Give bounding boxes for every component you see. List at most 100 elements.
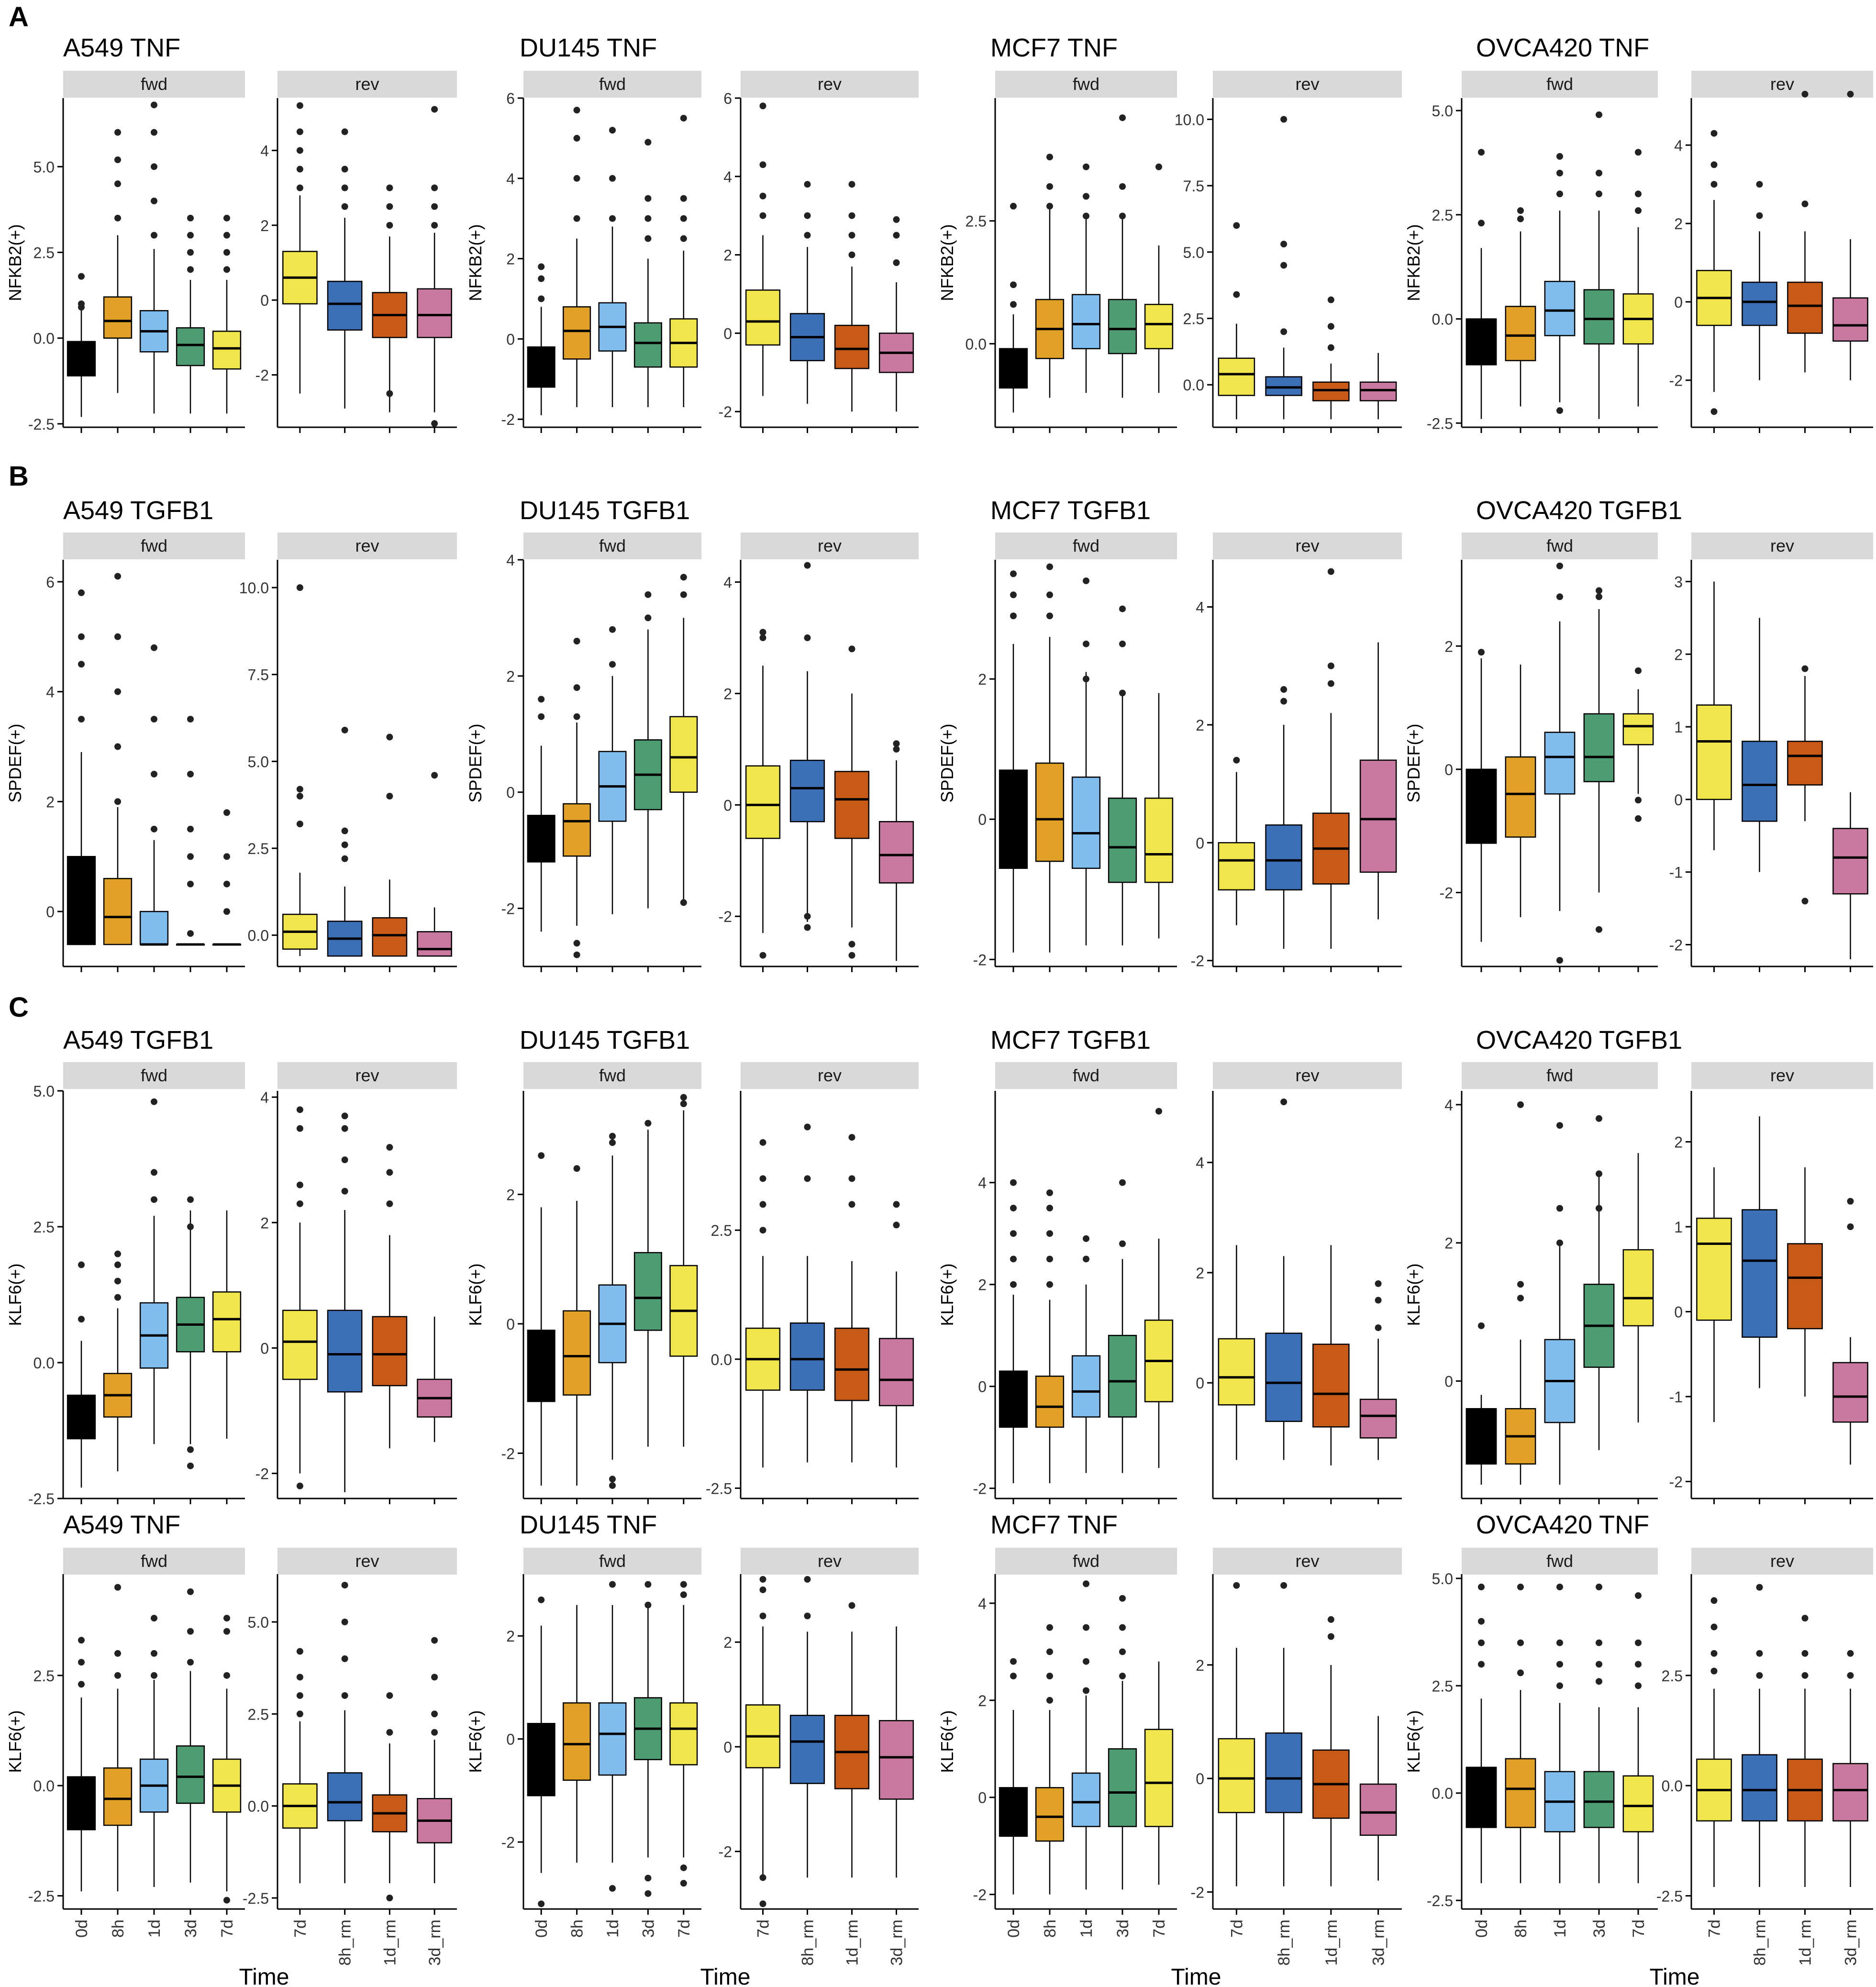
outlier-point (1083, 676, 1089, 683)
outlier-point (759, 1175, 766, 1182)
box-3d (633, 591, 662, 909)
outlier-point (893, 745, 900, 753)
outlier-point (341, 1655, 348, 1662)
box-0d (999, 1658, 1028, 1895)
outlier-point (1233, 1582, 1240, 1589)
outlier-point (1046, 1189, 1053, 1196)
facet-strip-label: rev (1295, 74, 1319, 94)
outlier-point (151, 129, 157, 136)
y-tick-label: 4 (1444, 1097, 1453, 1114)
x-tick-label: 8h_rm (336, 1920, 355, 1965)
outlier-point (1327, 680, 1334, 687)
outlier-point (1756, 181, 1763, 188)
outlier-point (151, 1615, 157, 1622)
facet-strip-label: rev (1770, 74, 1794, 94)
y-tick-label: 10.0 (1175, 111, 1204, 128)
box-1d (1071, 163, 1101, 393)
outlier-point (1233, 756, 1240, 764)
outlier-point (1847, 1198, 1854, 1205)
box-3d_rm (878, 1201, 914, 1468)
outlier-point (1596, 587, 1602, 594)
box-7d (212, 809, 242, 946)
box-3d_rm (1359, 1716, 1397, 1881)
outlier-point (848, 941, 855, 948)
box-8h_rm (327, 128, 363, 409)
box-body (633, 1252, 662, 1331)
y-tick-label: 5.0 (33, 1083, 55, 1100)
outlier-point (1596, 593, 1602, 600)
outlier-point (1119, 1179, 1126, 1186)
y-tick-label: 1 (1674, 719, 1683, 736)
box-body (1622, 1249, 1654, 1327)
box-3d (1583, 587, 1615, 933)
outlier-point (151, 232, 157, 239)
outlier-point (386, 793, 393, 800)
box-8h (103, 573, 133, 945)
y-axis-title: KLF6(+) (5, 1263, 25, 1326)
y-tick-label: 2.5 (33, 244, 55, 262)
box-1d_rm (834, 1602, 870, 1878)
y-tick-label: 2.5 (1183, 311, 1204, 328)
outlier-point (78, 1659, 85, 1666)
x-tick-label: 0d (1473, 1920, 1491, 1938)
x-tick-label: 8h_rm (799, 1920, 817, 1965)
outlier-point (609, 127, 616, 134)
outlier-point (431, 184, 438, 191)
outlier-point (893, 232, 900, 239)
y-axis-title: KLF6(+) (5, 1710, 25, 1773)
outlier-point (1556, 153, 1563, 160)
x-axis-title: Time (1650, 1965, 1700, 1987)
box-3d (633, 1120, 662, 1447)
outlier-point (1801, 1650, 1809, 1657)
box-1d (139, 644, 169, 946)
box-body (1108, 1334, 1137, 1418)
facet-strip (278, 1062, 457, 1089)
outlier-point (644, 1581, 652, 1588)
outlier-point (680, 591, 687, 598)
outlier-point (1375, 1280, 1382, 1287)
box-body (1265, 376, 1302, 396)
x-tick-label: 8h (568, 1920, 587, 1938)
box-3d_rm (417, 1637, 452, 1884)
outlier-point (1327, 568, 1334, 575)
y-tick-label: -1 (1669, 864, 1683, 881)
box-7d (1622, 149, 1654, 407)
facet-strip (1691, 71, 1873, 98)
box-body (1144, 798, 1174, 883)
y-tick-label: -2 (1669, 936, 1683, 954)
y-tick-label: 2 (506, 251, 515, 268)
box-body (327, 280, 363, 331)
box-body (417, 288, 452, 338)
box-body (1218, 842, 1255, 891)
y-tick-label: -2 (1191, 953, 1204, 970)
outlier-point (114, 156, 121, 163)
box-7d (669, 114, 698, 408)
outlier-point (1046, 1648, 1053, 1655)
outlier-point (1710, 161, 1718, 168)
outlier-point (1556, 1583, 1563, 1590)
outlier-point (804, 1612, 811, 1620)
outlier-point (114, 1584, 121, 1591)
y-tick-label: -2 (501, 1445, 515, 1462)
facet-strip (741, 71, 919, 98)
box-body (1035, 762, 1065, 862)
outlier-point (759, 1900, 766, 1908)
facet-strip (523, 533, 701, 559)
box-8h (563, 638, 591, 958)
box-3d_rm (417, 106, 452, 427)
x-tick-label: 1d (1551, 1920, 1569, 1938)
outlier-point (431, 420, 438, 427)
outlier-point (1010, 1658, 1017, 1665)
box-body (139, 910, 169, 945)
outlier-point (1119, 183, 1126, 190)
panel-title: DU145 TGFB1 (520, 1026, 690, 1055)
box-body (1742, 1754, 1777, 1822)
y-tick-label: 0 (46, 903, 55, 921)
y-tick-label: 6 (506, 90, 515, 107)
y-tick-label: 2.5 (966, 213, 987, 230)
facet-strip-label: rev (355, 74, 379, 94)
box-body (1544, 280, 1576, 336)
y-tick-label: 2.5 (711, 1222, 732, 1239)
box-0d (1465, 1322, 1497, 1485)
box-7d (669, 574, 698, 906)
